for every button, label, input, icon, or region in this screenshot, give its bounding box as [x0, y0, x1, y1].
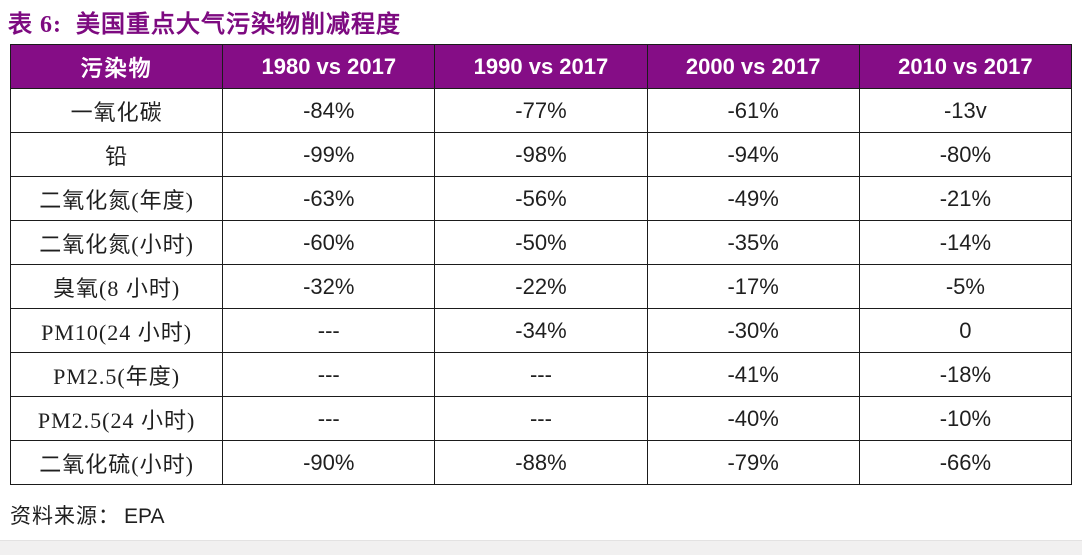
cell-value: -63%: [222, 176, 436, 221]
column-header-pollutant: 污染物: [9, 44, 224, 89]
row-label: 二氧化氮(小时): [9, 220, 224, 265]
cell-value: -84%: [222, 88, 436, 133]
cell-value: -32%: [222, 264, 436, 309]
table-title: 表 6: 美国重点大气污染物削减程度: [8, 12, 401, 38]
cell-value: -90%: [222, 440, 436, 485]
cell-value: -13v: [858, 88, 1073, 133]
table-row: 二氧化氮(小时) -60% -50% -35% -14%: [9, 220, 1073, 265]
row-label: PM2.5(24 小时): [9, 396, 224, 441]
row-label: 二氧化硫(小时): [9, 440, 224, 485]
source-line: 资料来源： EPA: [10, 500, 164, 530]
cell-value: -18%: [858, 352, 1073, 397]
cell-value: -22%: [434, 264, 648, 309]
source-value: EPA: [124, 505, 165, 528]
cell-value: -77%: [434, 88, 648, 133]
cell-value: -50%: [434, 220, 648, 265]
table-row: 铅 -99% -98% -94% -80%: [9, 132, 1073, 177]
cell-value: ---: [222, 396, 436, 441]
cell-value: -99%: [222, 132, 436, 177]
table-row: PM2.5(24 小时) --- --- -40% -10%: [9, 396, 1073, 441]
cell-value: -88%: [434, 440, 648, 485]
cell-value: ---: [222, 308, 436, 353]
table-row: PM10(24 小时) --- -34% -30% 0: [9, 308, 1073, 353]
table-row: 二氧化硫(小时) -90% -88% -79% -66%: [9, 440, 1073, 485]
column-header: 2000 vs 2017: [646, 44, 860, 89]
row-label: 一氧化碳: [9, 88, 224, 133]
column-header: 2010 vs 2017: [858, 44, 1073, 89]
table-row: PM2.5(年度) --- --- -41% -18%: [9, 352, 1073, 397]
page-bottom-strip: [0, 540, 1082, 555]
table-row: 二氧化氮(年度) -63% -56% -49% -21%: [9, 176, 1073, 221]
cell-value: 0: [858, 308, 1073, 353]
column-header: 1990 vs 2017: [434, 44, 648, 89]
cell-value: -17%: [646, 264, 860, 309]
cell-value: -30%: [646, 308, 860, 353]
row-label: 铅: [9, 132, 224, 177]
cell-value: -79%: [646, 440, 860, 485]
cell-value: -49%: [646, 176, 860, 221]
table-row: 一氧化碳 -84% -77% -61% -13v: [9, 88, 1073, 133]
cell-value: -80%: [858, 132, 1073, 177]
cell-value: -56%: [434, 176, 648, 221]
cell-value: -60%: [222, 220, 436, 265]
cell-value: ---: [434, 352, 648, 397]
cell-value: -10%: [858, 396, 1073, 441]
cell-value: ---: [222, 352, 436, 397]
cell-value: -21%: [858, 176, 1073, 221]
pollutant-reduction-table: 污染物 1980 vs 2017 1990 vs 2017 2000 vs 2017 2…: [9, 44, 1073, 485]
cell-value: -34%: [434, 308, 648, 353]
cell-value: -35%: [646, 220, 860, 265]
cell-value: -41%: [646, 352, 860, 397]
source-label: 资料来源：: [10, 504, 120, 528]
row-label: 臭氧(8 小时): [9, 264, 224, 309]
row-label: 二氧化氮(年度): [9, 176, 224, 221]
table-body: 一氧化碳 -84% -77% -61% -13v 铅 -99% -98% -94% -80% 二氧化…: [9, 88, 1073, 485]
table-row: 臭氧(8 小时) -32% -22% -17% -5%: [9, 264, 1073, 309]
row-label: PM2.5(年度): [9, 352, 224, 397]
cell-value: -5%: [858, 264, 1073, 309]
table-header-row: 污染物 1980 vs 2017 1990 vs 2017 2000 vs 2017 2…: [9, 44, 1073, 89]
cell-value: -66%: [858, 440, 1073, 485]
cell-value: ---: [434, 396, 648, 441]
cell-value: -40%: [646, 396, 860, 441]
column-header: 1980 vs 2017: [222, 44, 436, 89]
cell-value: -98%: [434, 132, 648, 177]
cell-value: -94%: [646, 132, 860, 177]
cell-value: -14%: [858, 220, 1073, 265]
row-label: PM10(24 小时): [9, 308, 224, 353]
cell-value: -61%: [646, 88, 860, 133]
